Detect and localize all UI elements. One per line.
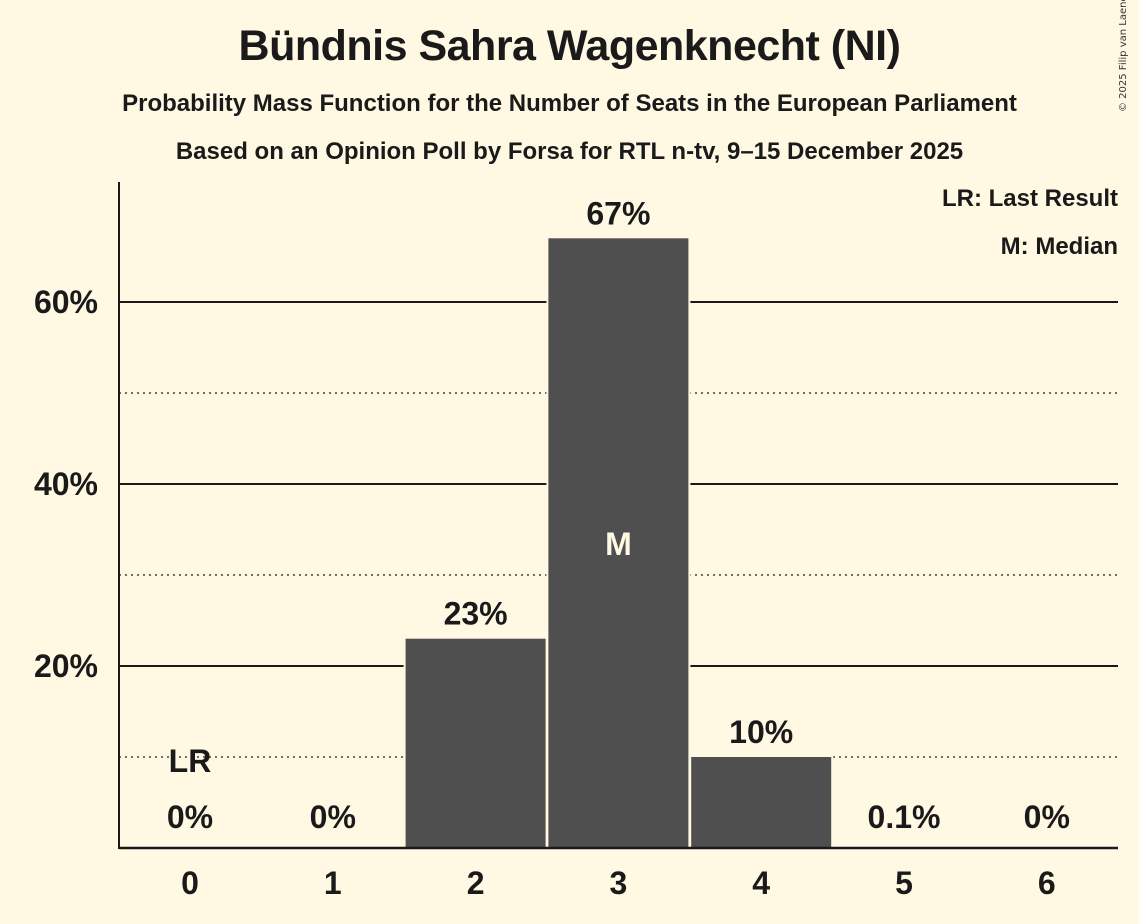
x-tick-label: 3 — [610, 865, 628, 901]
value-label: 0% — [310, 799, 356, 835]
legend-median: M: Median — [1000, 233, 1118, 260]
x-tick-label: 4 — [752, 865, 770, 901]
y-tick-label: 40% — [34, 466, 98, 502]
value-label: 67% — [586, 195, 650, 231]
bar-seat-2 — [405, 638, 546, 848]
value-label: 0% — [1024, 799, 1070, 835]
x-tick-label: 5 — [895, 865, 913, 901]
chart-source: Based on an Opinion Poll by Forsa for RT… — [175, 138, 964, 165]
value-label: 10% — [729, 714, 793, 750]
bar-seat-4 — [691, 757, 832, 848]
x-tick-label: 6 — [1038, 865, 1056, 901]
value-label: 0.1% — [868, 799, 941, 835]
bar-seat-3 — [548, 238, 689, 849]
bar-gap — [832, 845, 976, 848]
chart-subtitle: Probability Mass Function for the Number… — [122, 90, 1017, 117]
x-tick-label: 1 — [324, 865, 342, 901]
value-label: 23% — [444, 596, 508, 632]
x-tick-label: 0 — [181, 865, 199, 901]
median-marker: M — [605, 526, 632, 562]
y-tick-label: 60% — [34, 284, 98, 320]
x-tick-label: 2 — [467, 865, 485, 901]
legend-last-result: LR: Last Result — [941, 185, 1118, 212]
last-result-marker: LR — [169, 743, 212, 779]
chart-title: Bündnis Sahra Wagenknecht (NI) — [238, 22, 901, 70]
y-tick-label: 20% — [34, 648, 98, 684]
value-label: 0% — [167, 799, 213, 835]
